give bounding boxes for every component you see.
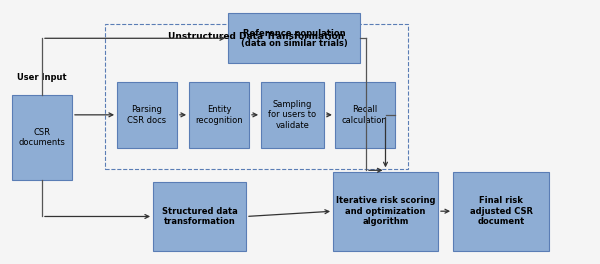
Text: Entity
recognition: Entity recognition (195, 105, 243, 125)
Text: Parsing
CSR docs: Parsing CSR docs (127, 105, 167, 125)
FancyBboxPatch shape (261, 82, 324, 148)
FancyBboxPatch shape (228, 13, 360, 63)
FancyBboxPatch shape (117, 82, 177, 148)
Text: Sampling
for users to
validate: Sampling for users to validate (268, 100, 317, 130)
FancyBboxPatch shape (12, 95, 72, 180)
FancyBboxPatch shape (333, 172, 438, 251)
Text: Iterative risk scoring
and optimization
algorithm: Iterative risk scoring and optimization … (336, 196, 435, 226)
FancyBboxPatch shape (153, 182, 246, 251)
FancyBboxPatch shape (453, 172, 549, 251)
Text: Structured data
transformation: Structured data transformation (161, 207, 238, 226)
Text: Reference population
(data on similar trials): Reference population (data on similar tr… (241, 29, 347, 48)
FancyBboxPatch shape (335, 82, 395, 148)
Text: CSR
documents: CSR documents (19, 128, 65, 147)
Text: User Input: User Input (17, 73, 67, 82)
Text: Final risk
adjusted CSR
document: Final risk adjusted CSR document (470, 196, 533, 226)
Text: Unstructured Data Transformation: Unstructured Data Transformation (169, 32, 344, 41)
FancyBboxPatch shape (189, 82, 249, 148)
Text: Recall
calculation: Recall calculation (342, 105, 388, 125)
